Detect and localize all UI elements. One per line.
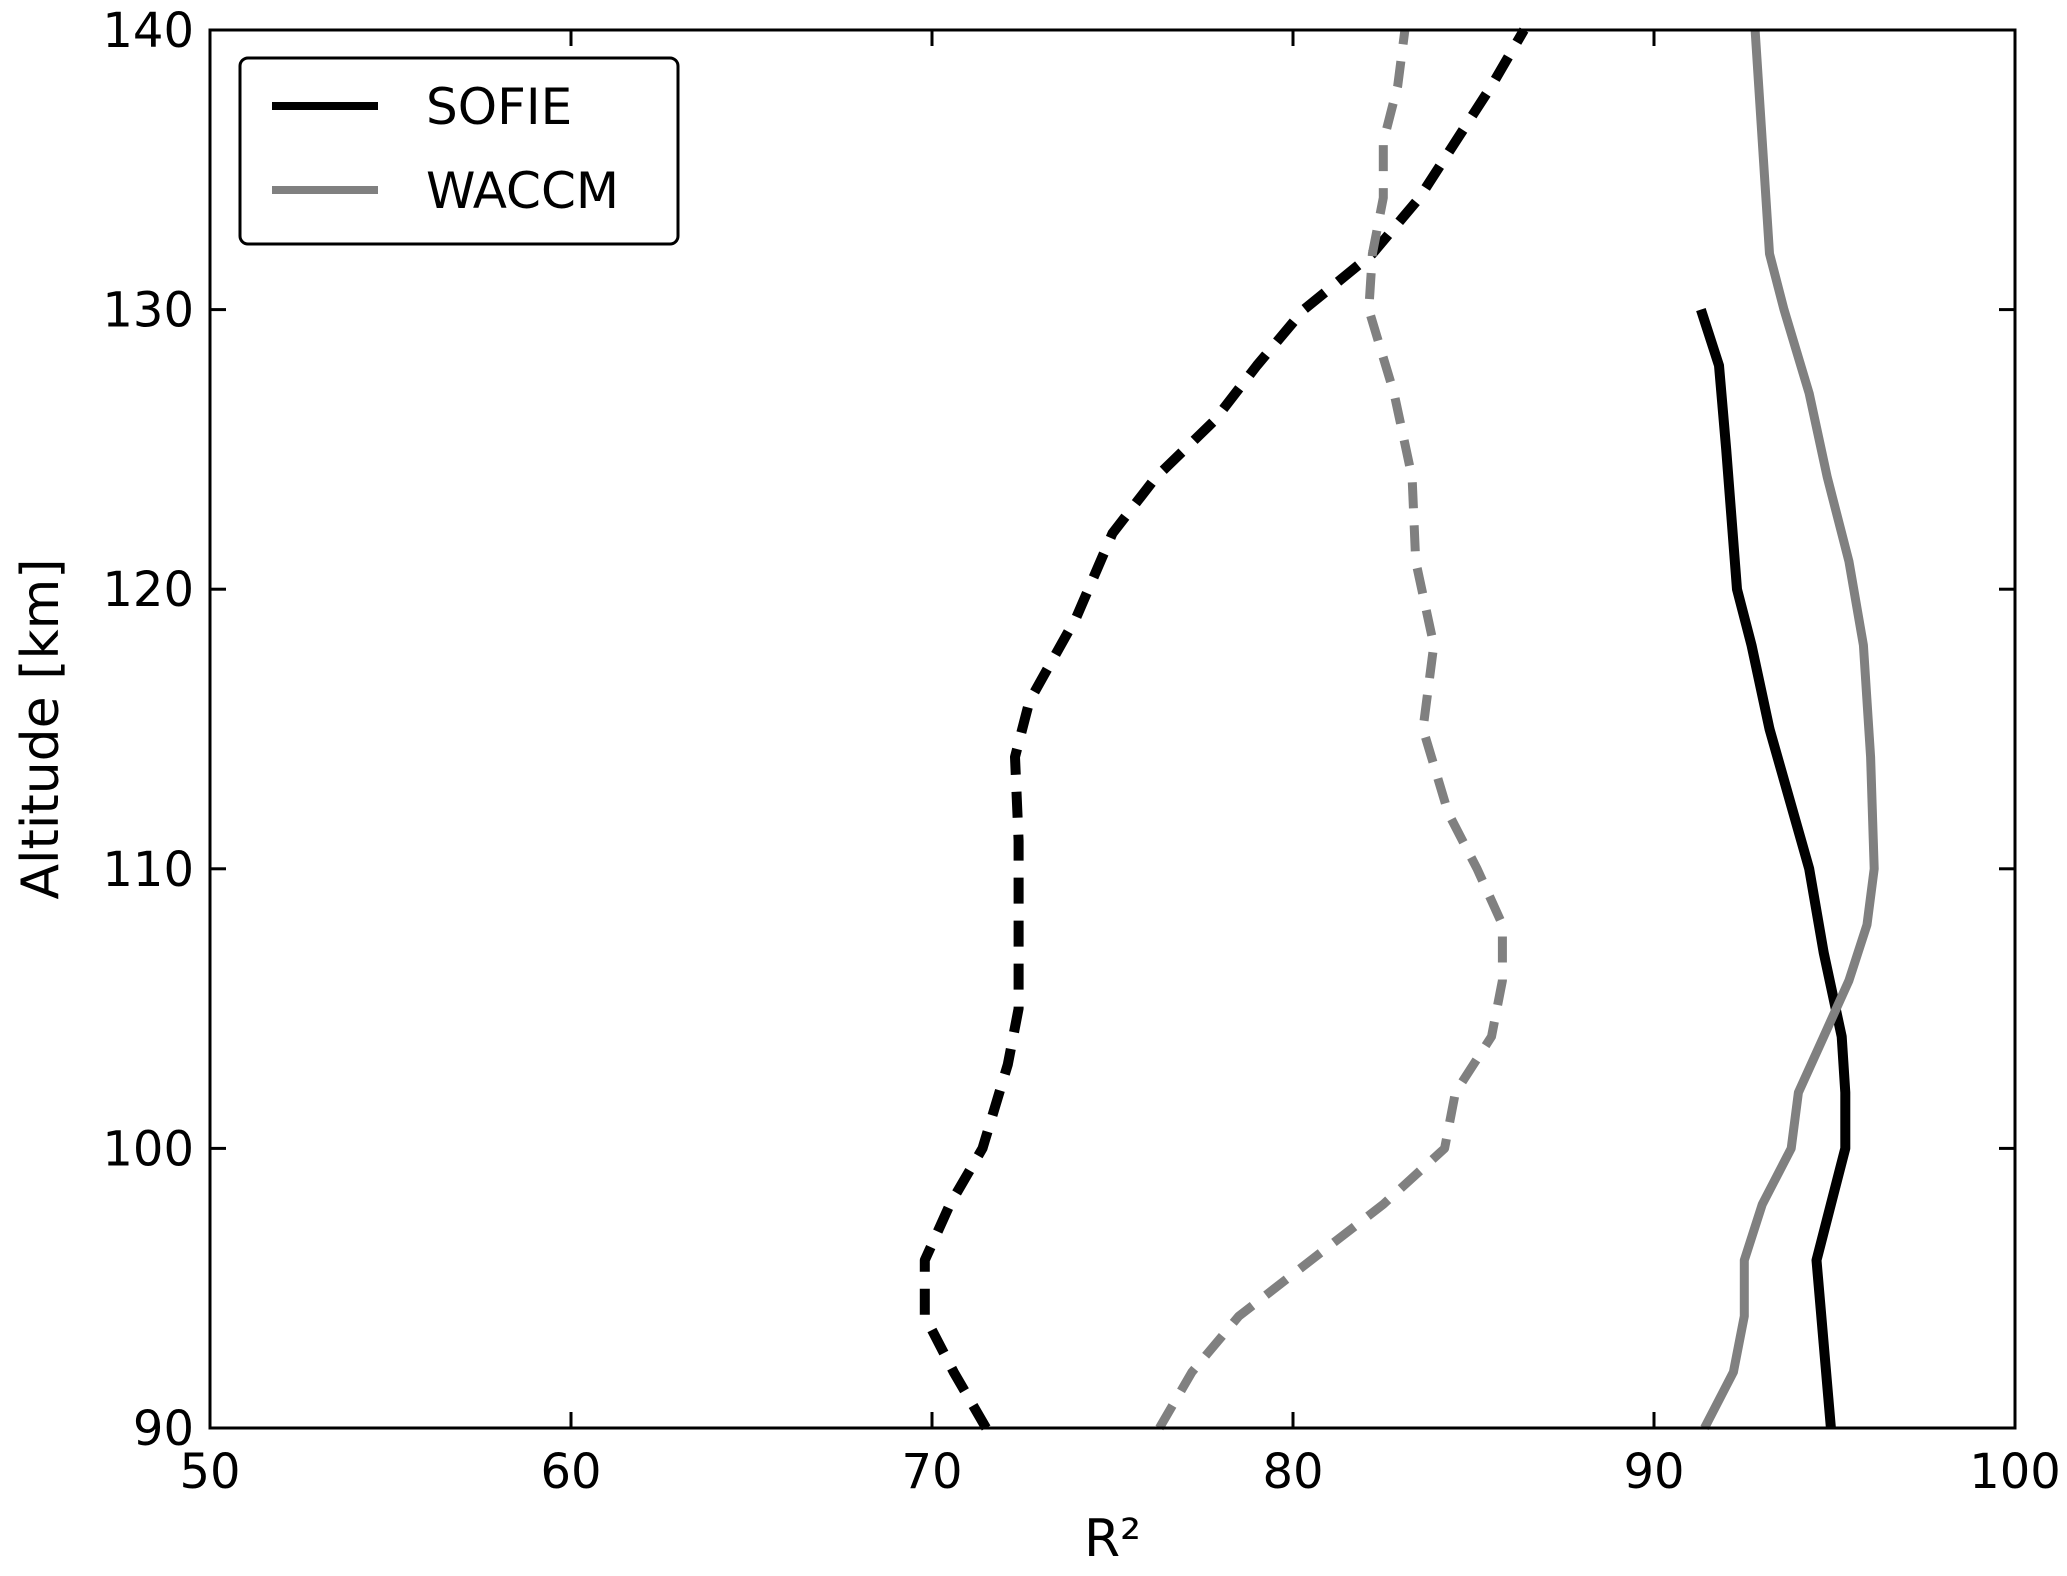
x-tick-label: 60: [540, 1444, 601, 1500]
y-axis-label: Altitude [km]: [11, 558, 71, 899]
legend-label-sofie: SOFIE: [426, 78, 572, 136]
x-axis-label: R²: [1084, 1509, 1141, 1569]
y-tick-label: 90: [133, 1401, 194, 1457]
series-layer: [919, 27, 1879, 1431]
ticks-layer: 50 60 70 80 90 100 90 100 110 120 130 140: [102, 3, 2060, 1500]
x-tick-label: 90: [1623, 1444, 1684, 1500]
plot-frame: [208, 28, 2017, 1430]
x-tick-label: 50: [179, 1444, 240, 1500]
y-tick-label: 130: [102, 283, 194, 339]
y-tick-label: 140: [102, 3, 194, 59]
y-tick-label: 100: [102, 1121, 194, 1177]
y-tick-label: 110: [102, 842, 194, 898]
y-tick-label: 120: [102, 562, 194, 618]
series-line-sofie-solid-0: [1696, 308, 1851, 1429]
legend: SOFIE WACCM: [238, 56, 680, 246]
legend-label-waccm: WACCM: [426, 162, 619, 220]
x-tick-label: 100: [1969, 1444, 2061, 1500]
x-tick-label: 80: [1262, 1444, 1323, 1500]
series-line-waccm-solid-1: [1700, 29, 1879, 1431]
series-line-unnamed-dashed-2: [919, 27, 1529, 1431]
x-tick-label: 70: [901, 1444, 962, 1500]
series-line-unnamed-dashed-3: [1155, 29, 1507, 1431]
